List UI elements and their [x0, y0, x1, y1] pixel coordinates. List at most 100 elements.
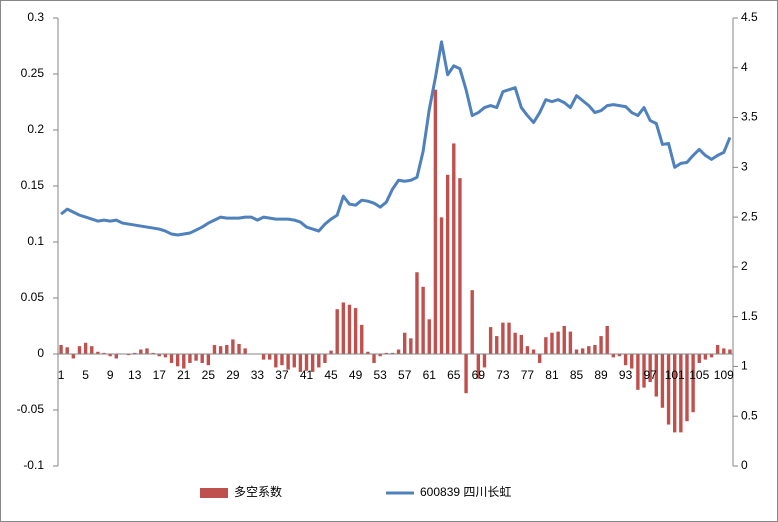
bar — [415, 272, 419, 354]
bar — [673, 354, 677, 433]
bar — [464, 354, 468, 394]
bar — [550, 332, 554, 354]
bar — [556, 331, 560, 354]
x-tick-label: 17 — [153, 368, 167, 382]
bar — [409, 338, 413, 354]
y2-tick-label: 0 — [741, 458, 748, 472]
x-tick-label: 25 — [202, 368, 216, 382]
x-tick-label: 9 — [107, 368, 114, 382]
bar — [525, 346, 530, 354]
bar — [90, 346, 94, 354]
bar — [433, 89, 438, 355]
bar — [587, 346, 591, 354]
bar — [218, 346, 223, 354]
bar — [71, 354, 76, 359]
bar — [611, 354, 616, 358]
legend-swatch — [200, 488, 228, 498]
y-tick-label: -0.1 — [23, 458, 44, 472]
bar — [310, 354, 315, 372]
bar — [623, 354, 628, 366]
x-tick-label: 93 — [619, 368, 633, 382]
bar — [151, 352, 155, 354]
bar — [691, 354, 695, 413]
x-tick-label: 1 — [58, 368, 65, 382]
bar — [206, 354, 211, 366]
bar — [703, 354, 708, 360]
bar — [470, 290, 474, 354]
bar — [507, 322, 511, 354]
bar — [274, 354, 278, 368]
y-tick-label: 0.2 — [27, 122, 44, 136]
bar — [538, 354, 542, 363]
y-tick-label: 0 — [37, 346, 44, 360]
legend-label: 600839 四川长虹 — [420, 485, 511, 499]
y2-tick-label: 1 — [741, 359, 748, 373]
x-tick-label: 81 — [545, 368, 559, 382]
bar — [636, 354, 640, 390]
bar — [163, 354, 168, 358]
bar — [200, 354, 204, 363]
bar — [59, 345, 63, 354]
bar — [390, 352, 395, 354]
bar — [237, 343, 241, 354]
bar — [372, 354, 376, 363]
x-tick-label: 13 — [128, 368, 142, 382]
x-tick-label: 37 — [275, 368, 289, 382]
line — [60, 40, 732, 237]
y-tick-label: 0.05 — [21, 290, 45, 304]
y-tick-label: 0.3 — [27, 10, 44, 24]
bar — [715, 345, 720, 354]
bar — [648, 354, 652, 382]
bar — [225, 345, 229, 354]
bar — [114, 354, 118, 359]
bar — [685, 354, 689, 422]
bar — [593, 345, 597, 354]
bar — [660, 354, 665, 408]
bar — [188, 354, 192, 363]
bar — [169, 354, 174, 363]
y2-tick-label: 0.5 — [741, 408, 758, 422]
bar — [335, 309, 339, 354]
bar — [722, 348, 726, 354]
x-tick-label: 21 — [177, 368, 191, 382]
bar — [513, 332, 517, 354]
x-tick-label: 77 — [521, 368, 535, 382]
y-tick-label: 0.15 — [21, 178, 45, 192]
x-tick-label: 85 — [570, 368, 584, 382]
bar — [360, 324, 364, 354]
bar — [280, 354, 284, 366]
x-tick-label: 109 — [714, 368, 734, 382]
bar — [574, 349, 579, 354]
x-tick-label: 53 — [373, 368, 387, 382]
bar — [341, 302, 346, 354]
y-tick-label: -0.05 — [17, 402, 45, 416]
bar — [353, 308, 358, 354]
bar — [445, 174, 450, 354]
bar — [268, 354, 272, 360]
x-tick-label: 61 — [423, 368, 437, 382]
bar — [108, 354, 112, 357]
x-tick-label: 101 — [665, 368, 685, 382]
y2-tick-label: 2.5 — [741, 209, 758, 223]
bar — [605, 326, 609, 354]
bar — [139, 349, 143, 354]
bar — [126, 354, 131, 356]
bar — [347, 304, 352, 354]
bar — [396, 349, 401, 354]
x-tick-label: 5 — [82, 368, 89, 382]
bar — [476, 354, 481, 379]
y-tick-label: 0.25 — [21, 66, 45, 80]
bar — [83, 342, 88, 354]
bar — [568, 331, 573, 354]
x-tick-label: 65 — [447, 368, 461, 382]
y-tick-label: 0.1 — [27, 234, 44, 248]
x-tick-label: 49 — [349, 368, 363, 382]
bar — [488, 327, 493, 354]
x-tick-label: 73 — [496, 368, 510, 382]
bar — [212, 345, 217, 354]
bar — [495, 336, 499, 354]
bar — [175, 354, 180, 367]
x-tick-label: 45 — [324, 368, 338, 382]
bar — [599, 336, 603, 354]
